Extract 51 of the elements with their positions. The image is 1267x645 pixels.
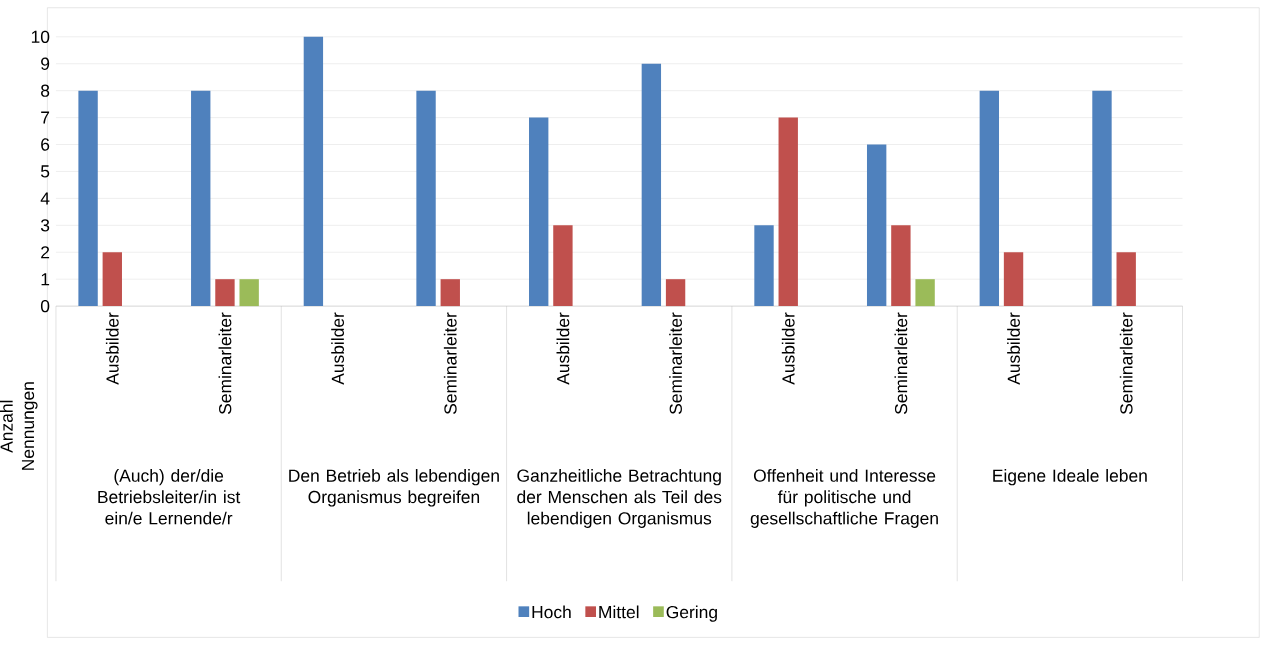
y-tick-label: 10: [31, 30, 50, 43]
bar: [778, 117, 798, 307]
bar: [529, 117, 549, 307]
y-tick-label: 8: [41, 84, 50, 97]
y-tick-label: 9: [41, 57, 50, 70]
bar: [102, 252, 122, 307]
x-tick-label: Seminarleiter: [894, 312, 908, 414]
y-tick-label: 2: [41, 246, 50, 259]
bar: [866, 144, 887, 307]
x-tick-label: Seminarleiter: [669, 312, 682, 414]
bar: [641, 63, 662, 307]
text: Den Betrieb als lebendigen Organismus begreifen: [289, 468, 499, 507]
bar: [979, 90, 1000, 307]
bar: [915, 279, 935, 307]
legend-label: Hoch: [532, 605, 571, 619]
x-tick-label: Ausbilder: [781, 312, 795, 385]
bar: [665, 279, 686, 307]
text: Offenheit und Interesse für politische und gesellschaftliche Fragen: [750, 468, 938, 528]
y-tick-label: 3: [40, 219, 50, 232]
y-tick-label: 1: [41, 273, 50, 286]
x-tick-label: Ausbilder: [556, 312, 570, 385]
x-tick-label: Ausbilder: [105, 312, 119, 385]
bar: [891, 225, 911, 307]
text: (Auch) der/die Betriebsleiter/in ist ein/e Lernende/r: [98, 468, 241, 525]
bar: [440, 279, 460, 307]
text: Ganzheitliche Betrachtung der Menschen als Teil des lebendigen Organismus: [517, 468, 722, 528]
bar: [1003, 252, 1024, 307]
bar: [754, 225, 774, 307]
bar: [1116, 252, 1136, 307]
x-tick-label: Seminarleiter: [443, 312, 457, 414]
y-tick-label: 4: [40, 192, 50, 205]
bar: [239, 279, 259, 307]
legend-label: Mittel: [599, 605, 639, 619]
bar: [416, 90, 436, 307]
bar: [553, 225, 573, 307]
y-tick-label: 0: [40, 299, 50, 313]
x-tick-label: Seminarleiter: [218, 312, 232, 414]
bar: [303, 36, 324, 307]
x-tick-label: Seminarleiter: [1119, 312, 1133, 414]
y-tick-label: 6: [41, 138, 50, 151]
text: Eigene Ideale leben: [993, 468, 1147, 486]
bar: [1092, 90, 1112, 307]
x-tick-label: Ausbilder: [331, 312, 345, 385]
bar: [215, 279, 235, 307]
legend-label: Gering: [666, 605, 717, 622]
bar: [191, 90, 211, 307]
x-tick-label: Ausbilder: [1007, 312, 1020, 385]
y-tick-label: 7: [41, 111, 50, 124]
bar: [78, 90, 98, 307]
y-axis-title: Anzahl Nennungen: [0, 382, 38, 470]
y-tick-label: 5: [40, 165, 50, 178]
